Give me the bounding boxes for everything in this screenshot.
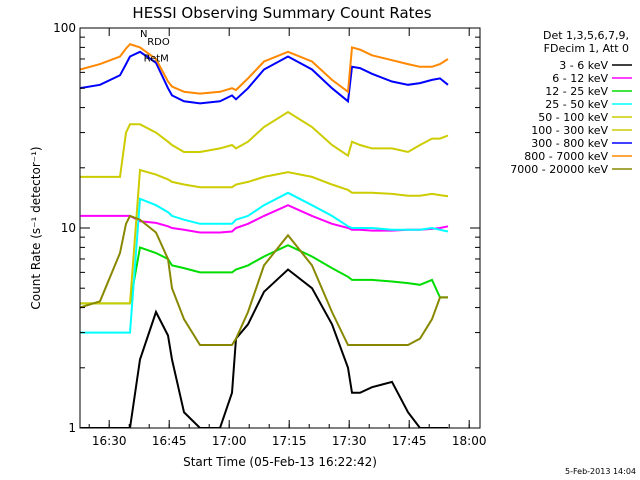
x-tick-label-3: 17:00 [212,434,247,448]
series-line-7 [80,50,449,105]
x-tick-label-4: 17:15 [272,434,307,448]
plot-area [80,43,449,428]
legend-entry-5: 50 - 100 keV [538,111,608,124]
annotation-3: N [140,29,147,40]
legend-entry-6: 100 - 300 keV [531,124,608,137]
legend-header-line-1: Det 1,3,5,6,7,9, [543,29,629,42]
series-line-1 [80,268,448,428]
series-line-9 [80,214,448,346]
x-tick-label-5: 17:30 [332,434,367,448]
series-line-8 [80,43,449,95]
plot-frame [79,27,481,429]
series-line-5 [80,168,449,305]
axis-ticks: 16:30 16:45 17:00 17:15 17:30 17:45 18:00 1 10 10… [53,21,486,448]
legend-entry-7: 300 - 800 keV [531,137,608,150]
series-line-3 [80,244,448,305]
x-tick-label-7: 18:00 [452,434,487,448]
y-tick-label-1: 1 [68,421,76,435]
series-line-6 [80,110,449,178]
series-line-4 [80,191,449,334]
legend: Det 1,3,5,6,7,9,FDecim 1, Att 0 3 - 6 keV… [510,29,632,176]
x-tick-label-6: 17:45 [392,434,427,448]
annotation-1: RDO [147,37,170,48]
y-tick-label-3: 100 [53,21,76,35]
legend-entry-4: 25 - 50 keV [545,98,608,111]
legend-entry-1: 3 - 6 keV [559,59,608,72]
x-tick-label-2: 16:45 [152,434,187,448]
chart-title: HESSI Observing Summary Count Rates [132,4,431,22]
x-axis-label: Start Time (05-Feb-13 16:22:42) [183,455,377,469]
annotation-2: RetM [144,53,169,64]
legend-entry-9: 7000 - 20000 keV [510,163,608,176]
legend-entry-3: 12 - 25 keV [545,85,608,98]
x-tick-label-1: 16:30 [92,434,127,448]
legend-header-line-2: FDecim 1, Att 0 [544,42,629,55]
legend-entry-2: 6 - 12 keV [552,72,608,85]
y-axis-label: Count Rate (s⁻¹ detector⁻¹) [29,146,43,309]
y-tick-label-2: 10 [61,221,76,235]
footer-date: 5-Feb-2013 14:04 [565,467,636,476]
legend-entry-8: 800 - 7000 keV [524,150,608,163]
